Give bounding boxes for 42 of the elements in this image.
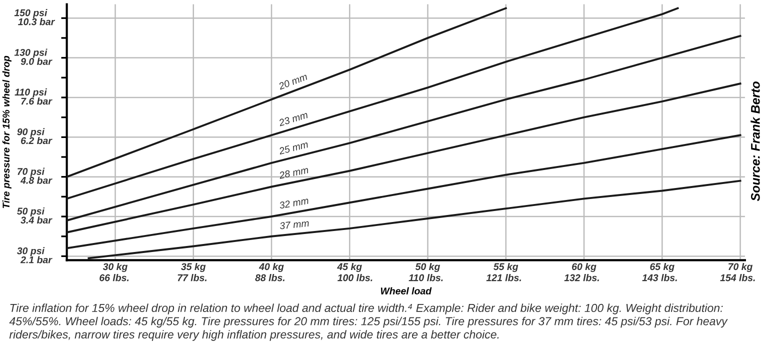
x-tick-label: 70 kg [728,262,753,272]
text: 32 mm [279,196,309,209]
x-tick-label: 45 kg [337,262,362,272]
text: 28 mm [278,166,309,179]
y2-tick-label: 7.6 bar [21,98,52,105]
y2-tick-label: 10.3 bar [18,18,56,26]
x2-tick-label: 143 lbs. [642,274,677,282]
y-tick-label: 150 psi [14,9,48,18]
y2-tick-label: 6.2 bar [21,136,52,144]
text: 37 mm [280,220,310,230]
text: 25 mm [278,140,308,155]
y-tick-label: 70 psi [18,168,45,177]
y-tick-label: 110 psi [14,88,47,98]
x-tick-label: 35 kg [181,262,206,272]
y-tick-label: 130 psi [14,48,48,58]
y2-tick-label: 4.8 bar [20,176,52,184]
x2-tick-label: 100 lbs. [338,274,372,282]
x2-tick-label: 66 lbs. [100,274,129,282]
text: Tire inflation for 15% wheel drop in relation to wheel load and actual tire width.⁴ Example: Rider and bike weight: 100 kg. Weight distribution: 45%/55%. Wheel loads: 45 kg/55 kg. Tire pressures for 20 mm tires: 125 psi/155 psi. Tire pressures for 37 mm tires: 45 psi/53 psi. For heavy riders/bikes, narrow tires require very high inflation pressures, and wide tires are a better choice. [9,304,728,341]
x2-tick-label: 77 lbs. [178,274,207,282]
x2-tick-label: 110 lbs. [408,274,443,282]
text: 23 mm [278,111,308,126]
y2-tick-label: 2.1 bar [20,256,52,264]
source-note: Source: Frank Berto [750,82,760,202]
x-tick-label: 60 kg [572,262,596,272]
x2-tick-label: 154 lbs. [720,274,755,282]
x-tick-label: 55 kg [494,262,518,272]
x2-tick-label: 132 lbs. [564,274,599,282]
y2-tick-label: 3.4 bar [20,216,52,224]
x2-tick-label: 121 lbs. [486,274,522,282]
x-tick-label: 40 kg [258,262,284,272]
text: 20 mm [278,73,308,90]
y-tick-label: 90 psi [17,128,45,138]
y-tick-label: 50 psi [17,207,45,217]
x-tick-label: 50 kg [415,262,440,272]
x-tick-label: 65 kg [650,262,674,272]
y-axis-title: Tire pressure for 15% wheel drop [2,56,12,208]
y2-tick-label: 9.0 bar [20,58,52,65]
x-axis-title: Wheel load [380,287,432,294]
x2-tick-label: 88 lbs. [255,274,284,282]
y-tick-label: 30 psi [17,247,45,256]
x-tick-label: 30 kg [102,262,128,272]
